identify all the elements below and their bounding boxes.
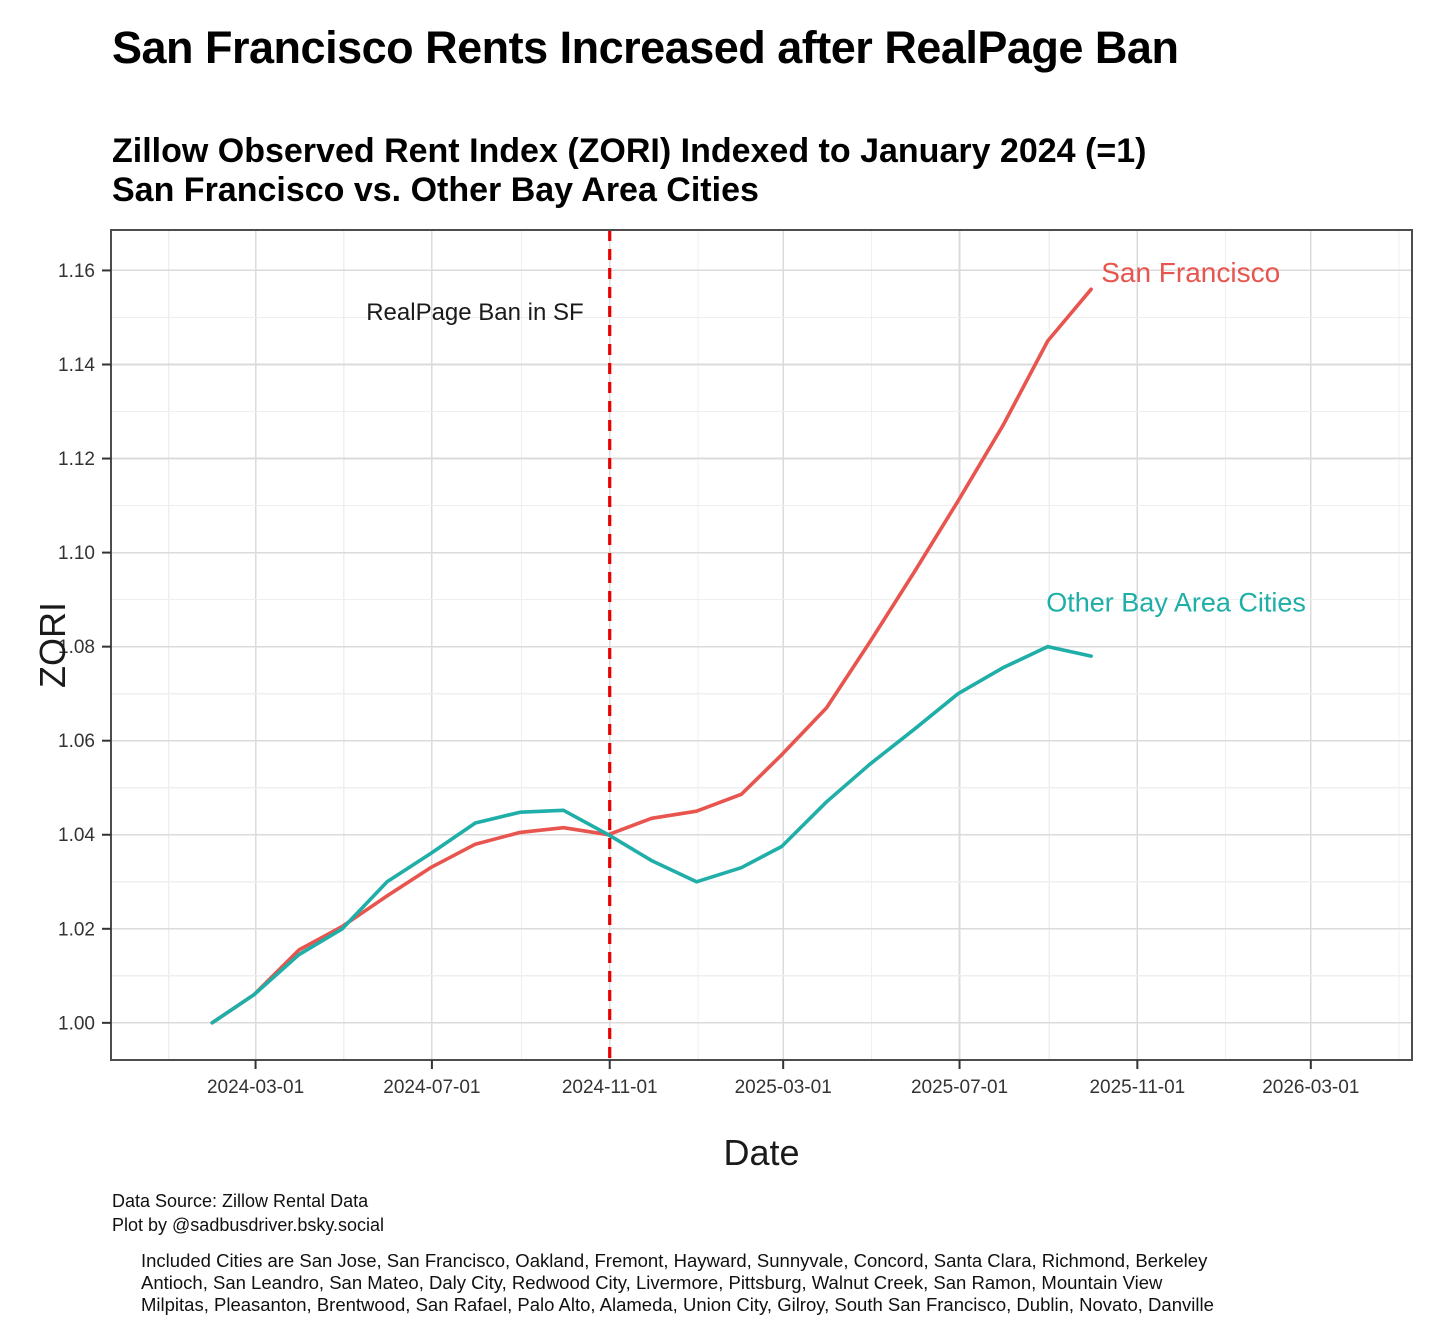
x-axis-title: Date — [723, 1132, 799, 1173]
x-tick-label: 2024-11-01 — [562, 1077, 658, 1098]
annotation-other-bay-area-cities: Other Bay Area Cities — [1046, 587, 1306, 617]
panel-border — [110, 229, 1413, 1061]
x-tick-label: 2025-03-01 — [735, 1077, 832, 1098]
chart-subtitle-line1: Zillow Observed Rent Index (ZORI) Indexe… — [112, 132, 1147, 170]
y-tick-label: 1.02 — [58, 919, 95, 940]
plot-panel — [111, 230, 1412, 1060]
source-credits: Data Source: Zillow Rental Data Plot by … — [112, 1190, 1012, 1238]
included-cities-note: Included Cities are San Jose, San Franci… — [141, 1250, 1401, 1317]
chart-subtitle-line2: San Francisco vs. Other Bay Area Cities — [112, 170, 759, 209]
included-cities-line2: Antioch, San Leandro, San Mateo, Daly Ci… — [141, 1272, 1163, 1294]
x-tick-label: 2026-03-01 — [1262, 1077, 1359, 1098]
y-axis: 1.00 1.02 1.04 1.06 1.08 1.10 1.12 1.14 1.16 — [58, 261, 111, 1034]
x-tick-label: 2025-07-01 — [911, 1077, 1008, 1098]
y-tick-label: 1.00 — [58, 1013, 95, 1034]
y-tick-label: 1.04 — [58, 825, 95, 846]
y-tick-label: 1.08 — [58, 637, 95, 658]
y-tick-label: 1.10 — [58, 543, 95, 564]
plot-credit-line: Plot by @sadbusdriver.bsky.social — [112, 1214, 385, 1235]
series-line-other-bay-area — [210, 644, 1093, 1025]
y-tick-label: 1.06 — [58, 731, 95, 752]
x-tick-label: 2024-07-01 — [383, 1077, 480, 1098]
x-axis: 2024-03-01 2024-07-01 2024-11-01 2025-03-01… — [207, 1060, 1359, 1098]
x-tick-label: 2024-03-01 — [207, 1077, 304, 1098]
included-cities-line1: Included Cities are San Jose, San Franci… — [141, 1250, 1208, 1271]
chart-title: San Francisco Rents Increased after Real… — [112, 22, 1179, 73]
y-tick-label: 1.14 — [58, 355, 95, 376]
annotation-san-francisco: San Francisco — [1101, 257, 1280, 288]
y-axis-title: ZORI — [32, 602, 73, 688]
x-tick-label: 2025-11-01 — [1089, 1077, 1185, 1098]
annotation-realpage-ban-in-sf: RealPage Ban in SF — [366, 299, 583, 326]
chart-subtitle: Zillow Observed Rent Index (ZORI) Indexe… — [112, 132, 1432, 210]
data-source-line: Data Source: Zillow Rental Data — [112, 1191, 369, 1211]
series-line-san-francisco — [210, 287, 1093, 1025]
included-cities-line3: Milpitas, Pleasanton, Brentwood, San Raf… — [141, 1294, 1214, 1316]
y-tick-label: 1.16 — [58, 261, 95, 282]
gridlines — [111, 230, 1412, 1060]
y-tick-label: 1.12 — [58, 449, 95, 470]
